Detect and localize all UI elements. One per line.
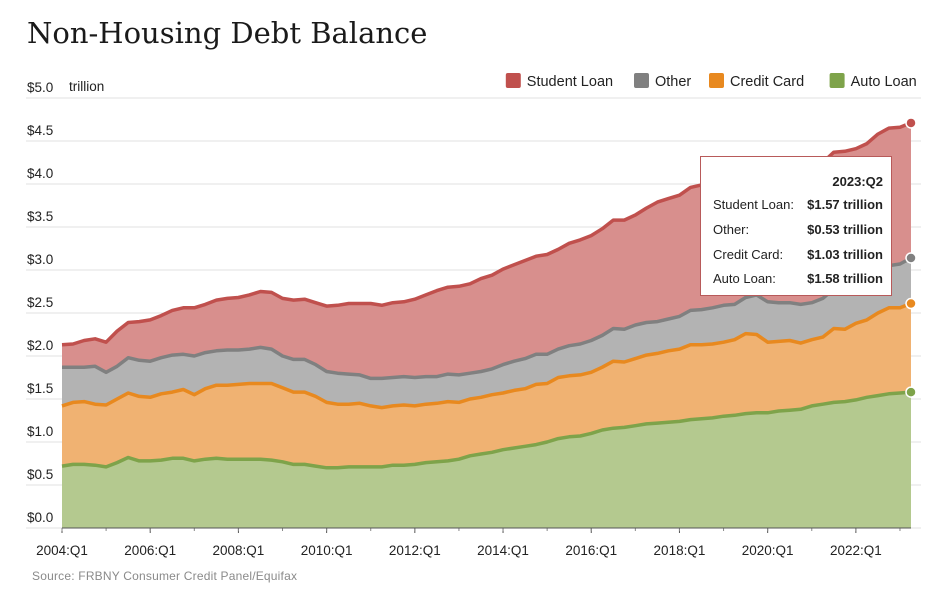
y-axis: $0.0 $0.5 $1.0 $1.5 $2.0 $2.5 $3.0 $3.5 $4.0 $4.5… xyxy=(27,80,53,525)
y-tick-label: $4.5 xyxy=(27,123,53,138)
x-tick-label: 2016:Q1 xyxy=(565,543,617,558)
area-credit-card xyxy=(62,303,911,468)
legend-label-credit-card[interactable]: Credit Card xyxy=(730,74,804,90)
tooltip-label: Credit Card: xyxy=(713,247,784,262)
legend-label-other[interactable]: Other xyxy=(655,74,691,90)
line-other xyxy=(62,256,912,381)
legend: Auto Loan Credit Card Other Student Loan xyxy=(505,73,917,90)
x-tick-label: 2006:Q1 xyxy=(124,543,176,558)
y-tick-label: $3.0 xyxy=(27,252,53,267)
series-endpoints xyxy=(905,117,917,398)
legend-label-student-loan[interactable]: Student Loan xyxy=(527,74,613,90)
tooltip-period: 2023:Q2 xyxy=(832,174,883,189)
area-other xyxy=(62,258,911,408)
legend-swatch-other[interactable] xyxy=(634,73,649,88)
tooltip-row-credit-card: Credit Card: $1.03 trillion xyxy=(713,247,883,265)
line-credit-card xyxy=(61,301,912,410)
y-tick-label: $3.5 xyxy=(27,209,53,224)
endpoint-auto-loan[interactable] xyxy=(905,386,917,398)
y-tick-label: $2.5 xyxy=(27,295,53,310)
y-tick-label: $0.5 xyxy=(27,467,53,482)
y-tick-label: $4.0 xyxy=(27,166,53,181)
y-tick-label: $2.0 xyxy=(27,338,53,353)
x-tick-label: 2004:Q1 xyxy=(36,543,88,558)
tooltip-row-auto-loan: Auto Loan: $1.58 trillion xyxy=(713,271,883,289)
tooltip-value: $1.58 trillion xyxy=(807,271,883,286)
x-tick-label: 2012:Q1 xyxy=(389,543,441,558)
endpoint-student-loan[interactable] xyxy=(905,117,917,129)
y-unit-label: trillion xyxy=(69,79,104,94)
x-tick-label: 2020:Q1 xyxy=(742,543,794,558)
chart-title: Non-Housing Debt Balance xyxy=(27,16,428,50)
legend-swatch-auto-loan[interactable] xyxy=(829,73,845,88)
endpoint-other[interactable] xyxy=(905,252,917,264)
tooltip-value: $0.53 trillion xyxy=(807,222,883,237)
tooltip-label: Student Loan: xyxy=(713,197,794,212)
x-tick-label: 2018:Q1 xyxy=(654,543,706,558)
x-tick-label: 2022:Q1 xyxy=(830,543,882,558)
tooltip-label: Auto Loan: xyxy=(713,271,776,286)
x-tick-label: 2008:Q1 xyxy=(213,543,265,558)
source-note: Source: FRBNY Consumer Credit Panel/Equi… xyxy=(32,569,298,583)
area-auto-loan xyxy=(62,392,911,528)
y-tick-label: $1.5 xyxy=(27,381,53,396)
tooltip: 2023:Q2 Student Loan: $1.57 trillion Oth… xyxy=(700,156,892,296)
legend-label-auto-loan[interactable]: Auto Loan xyxy=(851,74,917,90)
tooltip-row-other: Other: $0.53 trillion xyxy=(713,222,883,240)
x-axis: 2004:Q1 2006:Q1 2008:Q1 2010:Q1 2012:Q1 2014:… xyxy=(36,527,911,558)
y-tick-label: $0.0 xyxy=(27,510,53,525)
endpoint-credit-card[interactable] xyxy=(905,297,917,310)
legend-swatch-student-loan[interactable] xyxy=(505,73,521,88)
tooltip-label: Other: xyxy=(713,222,750,237)
tooltip-row-student-loan: Student Loan: $1.57 trillion xyxy=(713,197,883,215)
legend-swatch-credit-card[interactable] xyxy=(709,73,724,88)
line-auto-loan xyxy=(61,390,912,470)
y-tick-label: $1.0 xyxy=(27,424,53,439)
y-tick-label: $5.0 xyxy=(27,80,53,95)
tooltip-value: $1.57 trillion xyxy=(807,197,883,212)
x-tick-label: 2010:Q1 xyxy=(301,543,353,558)
tooltip-value: $1.03 trillion xyxy=(807,247,883,262)
x-tick-label: 2014:Q1 xyxy=(477,543,529,558)
